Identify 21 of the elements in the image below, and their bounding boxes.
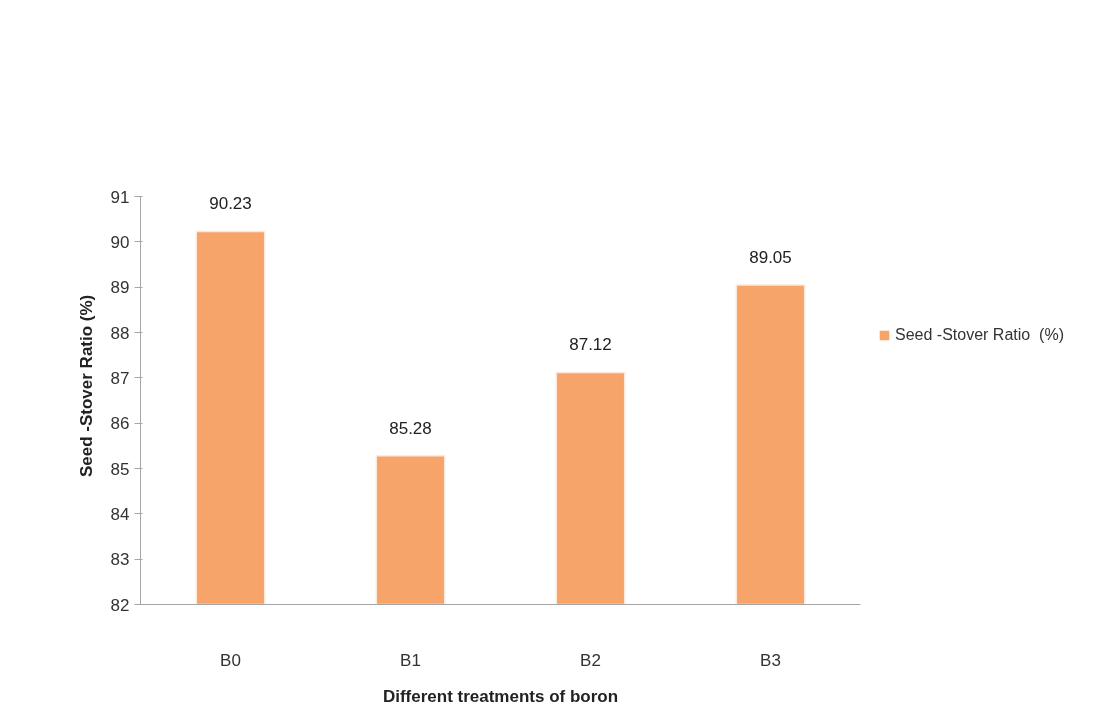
data-label: 85.28 xyxy=(389,418,432,438)
x-axis-title: Different treatments of boron xyxy=(382,686,619,706)
y-tick-label: 88 xyxy=(110,323,130,343)
data-label: 89.05 xyxy=(749,247,792,267)
y-tick-label: 84 xyxy=(110,504,130,524)
x-tick-label: B1 xyxy=(400,650,421,670)
y-axis-title: Seed -Stover Ratio (%) xyxy=(76,294,96,478)
y-tick-label: 82 xyxy=(110,595,130,615)
y-tick-label: 86 xyxy=(110,414,130,434)
x-tick-label: B3 xyxy=(760,650,781,670)
data-label: 87.12 xyxy=(569,335,612,355)
y-tick-label: 90 xyxy=(110,232,130,252)
y-tick-label: 91 xyxy=(110,187,130,207)
data-label: 90.23 xyxy=(209,194,252,214)
x-tick-label: B0 xyxy=(220,650,241,670)
y-tick-label: 89 xyxy=(110,278,130,298)
x-tick-label: B2 xyxy=(580,650,601,670)
y-tick-label: 87 xyxy=(110,368,130,388)
y-tick-label: 83 xyxy=(110,550,130,570)
y-tick-label: 85 xyxy=(110,459,130,479)
legend-label: Seed -Stover Ratio (%) xyxy=(895,326,1064,344)
